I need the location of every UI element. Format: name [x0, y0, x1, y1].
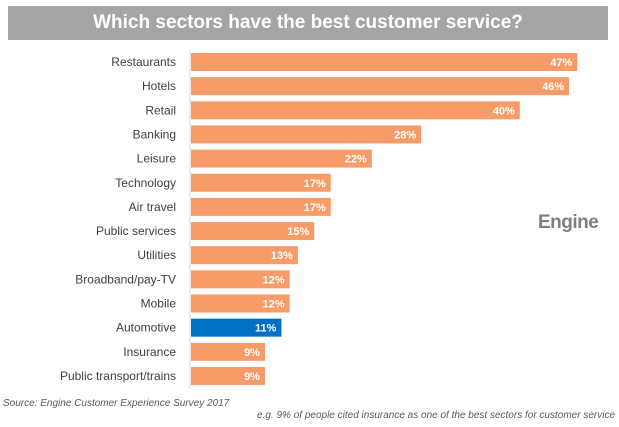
data-label: 9%	[244, 371, 260, 383]
category-label: Restaurants	[111, 55, 176, 69]
data-label: 12%	[263, 299, 285, 311]
data-label: 40%	[493, 105, 515, 117]
bar	[191, 77, 570, 96]
category-label: Air travel	[129, 200, 176, 214]
bar	[191, 197, 331, 216]
engine-logo: Engine	[538, 212, 599, 233]
bar	[191, 125, 422, 144]
category-label: Insurance	[123, 345, 176, 359]
category-label: Utilities	[137, 248, 176, 262]
example-note: e.g. 9% of people cited insurance as one…	[257, 410, 615, 421]
category-label: Public transport/trains	[60, 369, 176, 383]
bar	[191, 318, 282, 337]
category-label: Leisure	[137, 152, 177, 166]
bar	[191, 342, 265, 361]
bar	[191, 149, 372, 168]
data-label: 12%	[263, 274, 285, 286]
category-label: Broadband/pay-TV	[75, 272, 176, 286]
data-label: 28%	[394, 129, 416, 141]
bar	[191, 270, 290, 289]
data-label: 9%	[244, 347, 260, 359]
data-label: 15%	[287, 226, 309, 238]
category-label: Banking	[133, 127, 176, 141]
bar	[191, 366, 265, 385]
source-note: Source: Engine Customer Experience Surve…	[3, 398, 230, 409]
data-label: 11%	[255, 323, 277, 335]
data-label: 46%	[542, 81, 564, 93]
category-label: Automotive	[116, 321, 176, 335]
category-label: Public services	[96, 224, 176, 238]
data-label: 17%	[304, 178, 326, 190]
category-label: Technology	[115, 176, 176, 190]
bar	[191, 173, 331, 192]
chart-title: Which sectors have the best customer ser…	[8, 6, 608, 40]
bar	[191, 222, 315, 241]
data-label: 47%	[550, 57, 572, 69]
category-label: Retail	[145, 103, 176, 117]
bar	[191, 53, 578, 71]
category-label: Mobile	[141, 297, 177, 311]
bar	[191, 246, 298, 265]
data-label: 22%	[345, 154, 367, 166]
data-label: 13%	[271, 250, 293, 262]
category-label: Hotels	[142, 79, 176, 93]
data-label: 17%	[304, 202, 326, 214]
bar	[191, 101, 520, 120]
bar	[191, 294, 290, 313]
